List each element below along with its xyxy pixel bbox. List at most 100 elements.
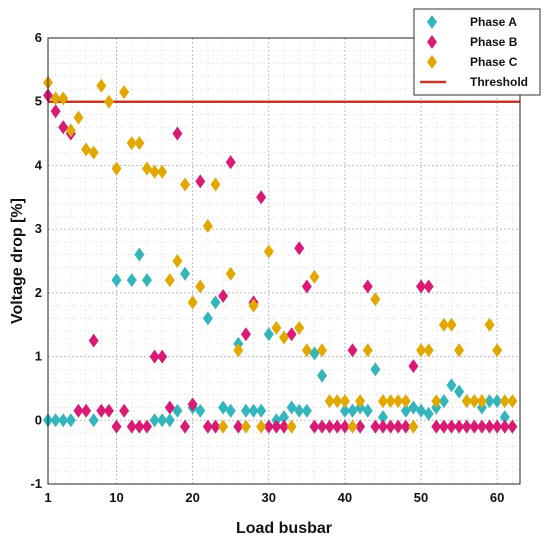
phase-c-point [438,317,449,332]
phase-c-point [103,94,114,109]
x-tick-label: 40 [338,490,352,505]
phase-a-point [141,273,152,288]
phase-a-point [279,410,289,425]
phase-c-point [362,343,373,358]
phase-c-point [301,343,312,358]
legend: Phase A Phase B Phase C Threshold [413,8,541,96]
data-points [43,75,518,434]
phase-c-point [484,317,495,332]
phase-c-point [385,394,396,409]
phase-a-point [339,403,350,418]
phase-a-point [134,247,145,262]
phase-c-point [324,394,335,409]
phase-c-point [370,292,381,307]
phase-a-point [65,413,76,428]
phase-b-point [362,279,373,294]
legend-label-phase-c: Phase C [470,55,518,69]
phase-b-point [476,419,487,434]
phase-c-point [58,91,69,106]
x-axis-label: Load busbar [236,520,332,537]
phase-a-point [400,403,411,418]
phase-c-point [279,330,289,345]
x-tick-label: 10 [109,490,123,505]
phase-c-point [119,85,130,100]
phase-c-point [423,343,434,358]
phase-b-point [454,419,465,434]
phase-c-point [240,419,251,434]
y-tick-label: 5 [35,94,42,109]
phase-c-point [65,123,76,138]
phase-c-point [225,266,236,281]
x-tick-label: 50 [414,490,428,505]
phase-c-point [347,419,358,434]
phase-a-point [256,403,267,418]
phase-c-point [210,177,221,192]
phase-c-point [476,394,487,409]
phase-b-point [286,327,297,342]
phase-a-point [157,413,168,428]
phase-c-point [492,343,503,358]
phase-c-point [263,244,274,259]
phase-b-point [149,349,160,364]
phase-a-point [416,403,427,418]
phase-c-point [393,394,404,409]
phase-b-point [271,419,282,434]
x-tick-label: 60 [490,490,504,505]
phase-b-point [339,419,350,434]
phase-a-point [309,346,320,361]
phase-c-point [499,394,510,409]
phase-b-point [202,419,213,434]
phase-a-point [218,400,229,415]
phase-a-point [446,378,457,393]
phase-c-point [111,161,122,176]
phase-c-point [157,164,168,179]
phase-c-point [256,419,267,434]
phase-a-point [210,295,221,310]
phase-a-point [180,266,191,281]
phase-c-point [332,394,343,409]
phase-b-point [279,419,289,434]
phase-c-point [355,394,366,409]
phase-c-point [96,78,107,93]
phase-b-point [256,190,267,205]
phase-c-point [446,317,457,332]
phase-b-point [134,419,145,434]
phase-b-point [81,403,92,418]
phase-c-point [73,110,84,125]
phase-b-point [58,120,69,135]
phase-b-point [210,419,221,434]
phase-c-point [377,394,388,409]
phase-c-point [218,419,229,434]
x-tick-label: 20 [185,490,199,505]
phase-b-point [492,419,503,434]
phase-a-point [423,406,434,421]
phase-a-point [492,394,503,409]
phase-c-point [50,91,61,106]
phase-b-point [499,419,510,434]
phase-b-point [233,419,244,434]
phase-a-point [408,400,419,415]
phase-c-point [248,298,259,313]
legend-marker-phase-a [427,15,437,29]
phase-c-point [416,343,427,358]
phase-b-point [416,279,427,294]
phase-c-point [164,273,175,288]
phase-c-point [286,419,297,434]
phase-b-point [317,419,328,434]
phase-b-point [393,419,404,434]
phase-a-point [164,413,175,428]
phase-c-point [134,136,145,151]
phase-a-point [126,273,137,288]
phase-c-point [233,343,244,358]
phase-b-point [461,419,472,434]
phase-c-point [339,394,350,409]
phase-c-point [172,254,183,268]
phase-b-point [141,419,152,434]
phase-c-point [126,136,137,151]
phase-c-point [454,343,465,358]
phase-c-point [507,394,518,409]
phase-b-point [218,289,229,304]
phase-b-point [103,403,114,418]
y-tick-label: 4 [35,157,43,172]
